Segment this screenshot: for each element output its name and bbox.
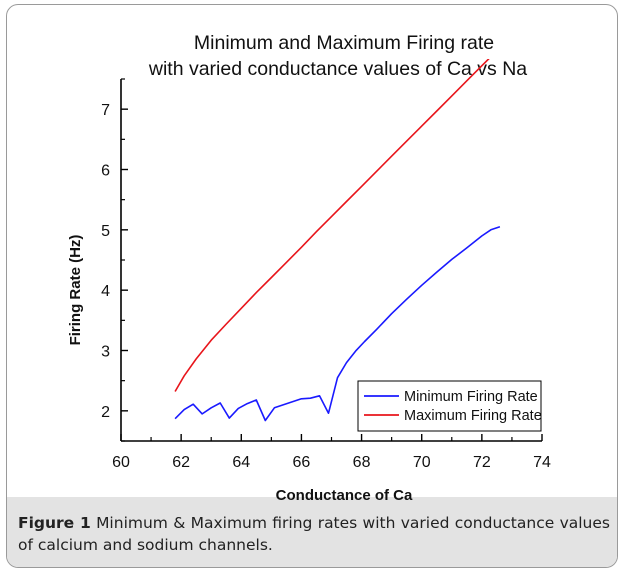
caption-label: Figure 1	[18, 514, 91, 532]
x-tick-label: 60	[112, 454, 130, 471]
y-tick-label: 7	[101, 102, 110, 119]
chart-title: Minimum and Maximum Firing rate	[194, 32, 494, 54]
x-tick-label: 64	[232, 454, 250, 471]
y-tick-label: 3	[101, 344, 110, 361]
x-tick-label: 68	[353, 454, 371, 471]
legend-box	[357, 380, 542, 432]
chart-subtitle: with varied conductance values of Ca vs …	[148, 58, 527, 80]
y-tick-label: 6	[101, 163, 110, 180]
caption-text: Minimum & Maximum firing rates with vari…	[18, 514, 610, 554]
x-tick-label: 70	[413, 454, 431, 471]
x-tick-label: 72	[473, 454, 491, 471]
legend-label: Minimum Firing Rate	[404, 389, 538, 405]
y-tick-label: 4	[101, 283, 110, 300]
legend: Minimum Firing Rate Maximum Firing Rate	[357, 380, 542, 432]
figure-caption: Figure 1 Minimum & Maximum firing rates …	[18, 512, 610, 556]
series-layer	[174, 59, 501, 422]
x-tick-label: 74	[533, 454, 551, 471]
y-tick-label: 5	[101, 223, 110, 240]
legend-label: Maximum Firing Rate	[404, 408, 542, 424]
figure-frame	[6, 4, 618, 568]
x-axis-label: Conductance of Ca	[276, 487, 413, 504]
series-line-minimum	[174, 226, 501, 422]
caption-background	[7, 497, 617, 567]
y-axis-label: Firing Rate (Hz)	[67, 235, 84, 346]
axes: 60 62 64 66 68 70 72 74 2 3 4 5 6 7	[101, 78, 551, 471]
y-tick-label: 2	[101, 404, 110, 421]
series-line-maximum	[174, 59, 490, 392]
x-tick-label: 62	[172, 454, 190, 471]
x-tick-label: 66	[293, 454, 311, 471]
